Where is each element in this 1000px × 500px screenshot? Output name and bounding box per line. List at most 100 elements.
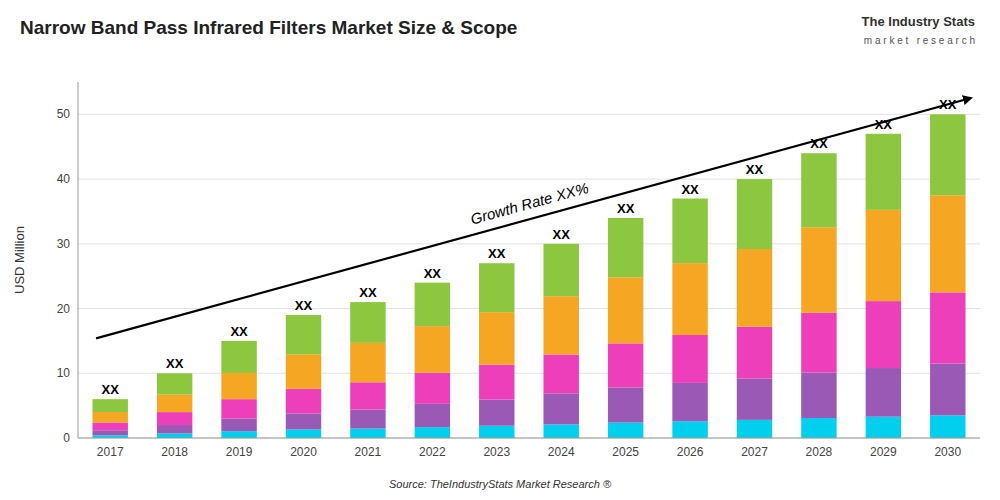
bar-segment — [930, 364, 965, 416]
bar-segment — [92, 399, 127, 412]
title: Narrow Band Pass Infrared Filters Market… — [20, 17, 517, 38]
grid-line — [78, 308, 980, 309]
bar-segment — [415, 373, 450, 404]
bar-segment — [415, 404, 450, 427]
grid-line — [78, 243, 980, 244]
growth-arrow — [96, 98, 971, 338]
bar-segment — [866, 210, 901, 301]
y-tick-label: 40 — [57, 172, 71, 186]
bar-segment — [479, 263, 514, 312]
logo-subtitle: m a r k e t r e s e a r c h — [864, 35, 975, 46]
bar-segment — [350, 382, 385, 409]
bar-segment — [608, 343, 643, 387]
bar-segment — [608, 423, 643, 438]
bar-segment — [737, 378, 772, 419]
bar-segment — [221, 431, 256, 438]
source: Source: TheIndustryStats Market Research… — [389, 478, 612, 490]
bar-label: XX — [102, 382, 120, 397]
x-tick-label: 2022 — [419, 445, 446, 459]
y-tick-label: 20 — [57, 302, 71, 316]
x-tick-label: 2028 — [806, 445, 833, 459]
y-tick-label: 50 — [57, 107, 71, 121]
bar-segment — [286, 315, 321, 354]
chart: Narrow Band Pass Infrared Filters Market… — [0, 0, 1000, 500]
bar-segment — [157, 395, 192, 412]
bar-segment — [672, 263, 707, 335]
bars — [92, 114, 965, 438]
bar-segment — [737, 179, 772, 249]
bar-label: XX — [617, 201, 635, 216]
grid-line — [78, 114, 980, 115]
bar-segment — [930, 114, 965, 195]
bar-segment — [221, 399, 256, 418]
bar-segment — [350, 428, 385, 438]
bar-label: XX — [295, 298, 313, 313]
bar-segment — [415, 427, 450, 438]
bar-label: XX — [166, 356, 184, 371]
y-axis-label: USD Million — [12, 226, 27, 294]
grid-line — [78, 373, 980, 374]
bar-segment — [92, 430, 127, 435]
bar-segment — [866, 368, 901, 417]
bar-segment — [157, 412, 192, 425]
bar-segment — [543, 424, 578, 438]
bar-segment — [350, 302, 385, 343]
bar-segment — [221, 419, 256, 432]
bar-segment — [157, 425, 192, 433]
grid-line — [78, 438, 980, 439]
bar-label: XX — [746, 162, 764, 177]
bar-segment — [866, 301, 901, 368]
bar-segment — [930, 195, 965, 292]
bar-segment — [930, 292, 965, 363]
bar-segment — [479, 426, 514, 438]
bar-segment — [866, 417, 901, 438]
x-tick-label: 2021 — [355, 445, 382, 459]
bar-segment — [415, 326, 450, 373]
x-tick-label: 2030 — [934, 445, 961, 459]
bar-segment — [801, 372, 836, 418]
bar-segment — [608, 277, 643, 343]
bar-segment — [479, 400, 514, 426]
x-tick-label: 2017 — [97, 445, 124, 459]
bar-segment — [866, 134, 901, 210]
bar-segment — [801, 313, 836, 373]
bar-segment — [350, 343, 385, 382]
bar-segment — [608, 387, 643, 422]
y-tick-label: 10 — [57, 366, 71, 380]
bar-segment — [737, 327, 772, 379]
bar-segment — [672, 383, 707, 421]
bar-segment — [479, 312, 514, 364]
y-axis-line — [78, 82, 79, 438]
bar-segment — [930, 415, 965, 438]
bar-segment — [157, 373, 192, 394]
bar-segment — [221, 341, 256, 373]
logo-title: The Industry Stats — [862, 14, 975, 29]
bar-label: XX — [424, 266, 442, 281]
bar-segment — [415, 283, 450, 326]
bar-segment — [672, 335, 707, 383]
bar-segment — [543, 355, 578, 394]
bar-segment — [672, 421, 707, 438]
bar-label: XX — [553, 227, 571, 242]
bar-label: XX — [488, 246, 506, 261]
x-tick-label: 2027 — [741, 445, 768, 459]
x-tick-label: 2029 — [870, 445, 897, 459]
bar-segment — [801, 153, 836, 227]
x-tick-label: 2025 — [612, 445, 639, 459]
bar-label: XX — [359, 285, 377, 300]
bar-label: XX — [230, 324, 248, 339]
bar-segment — [737, 249, 772, 327]
grid-line — [78, 179, 980, 180]
bar-label: XX — [681, 182, 699, 197]
bar-segment — [92, 422, 127, 430]
x-tick-label: 2024 — [548, 445, 575, 459]
bar-segment — [286, 389, 321, 414]
y-tick-label: 0 — [63, 431, 70, 445]
bar-segment — [350, 409, 385, 428]
x-tick-label: 2023 — [483, 445, 510, 459]
growth-label: Growth Rate XX% — [468, 179, 590, 228]
bar-segment — [286, 429, 321, 438]
bar-segment — [221, 373, 256, 399]
bar-segment — [608, 218, 643, 277]
x-tick-label: 2026 — [677, 445, 704, 459]
